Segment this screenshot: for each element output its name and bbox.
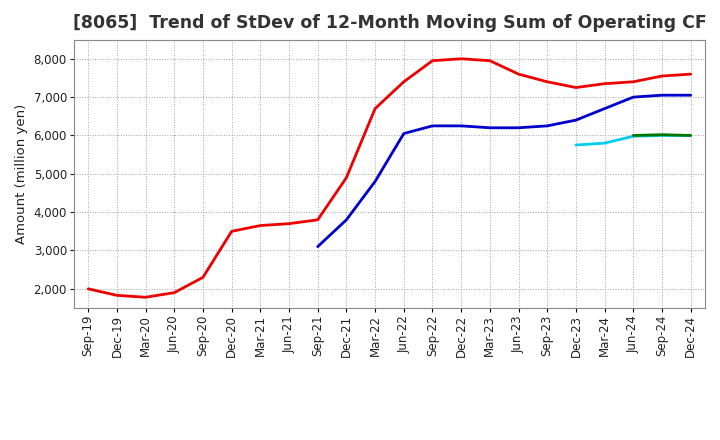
5 Years <box>313 244 322 249</box>
3 Years <box>543 79 552 84</box>
5 Years <box>514 125 523 130</box>
Line: 7 Years: 7 Years <box>576 136 690 145</box>
3 Years <box>84 286 93 291</box>
5 Years <box>657 92 666 98</box>
Line: 10 Years: 10 Years <box>634 135 690 136</box>
5 Years <box>572 117 580 123</box>
3 Years <box>313 217 322 223</box>
Title: [8065]  Trend of StDev of 12-Month Moving Sum of Operating CF: [8065] Trend of StDev of 12-Month Moving… <box>73 15 706 33</box>
3 Years <box>199 275 207 280</box>
3 Years <box>686 71 695 77</box>
3 Years <box>170 290 179 295</box>
5 Years <box>686 92 695 98</box>
3 Years <box>400 79 408 84</box>
3 Years <box>141 295 150 300</box>
5 Years <box>342 217 351 223</box>
3 Years <box>572 85 580 90</box>
5 Years <box>629 95 638 100</box>
3 Years <box>256 223 265 228</box>
7 Years <box>657 133 666 138</box>
3 Years <box>514 71 523 77</box>
7 Years <box>600 140 609 146</box>
5 Years <box>428 123 437 128</box>
5 Years <box>600 106 609 111</box>
7 Years <box>572 143 580 148</box>
10 Years <box>686 133 695 138</box>
3 Years <box>228 229 236 234</box>
3 Years <box>600 81 609 86</box>
7 Years <box>686 133 695 138</box>
Line: 5 Years: 5 Years <box>318 95 690 247</box>
3 Years <box>428 58 437 63</box>
3 Years <box>284 221 293 226</box>
10 Years <box>629 133 638 138</box>
3 Years <box>342 175 351 180</box>
5 Years <box>485 125 494 130</box>
3 Years <box>112 293 121 298</box>
10 Years <box>657 132 666 137</box>
5 Years <box>400 131 408 136</box>
3 Years <box>456 56 465 62</box>
3 Years <box>657 73 666 79</box>
7 Years <box>629 134 638 139</box>
5 Years <box>371 179 379 184</box>
3 Years <box>629 79 638 84</box>
3 Years <box>485 58 494 63</box>
Line: 3 Years: 3 Years <box>89 59 690 297</box>
5 Years <box>543 123 552 128</box>
Y-axis label: Amount (million yen): Amount (million yen) <box>15 104 28 244</box>
5 Years <box>456 123 465 128</box>
3 Years <box>371 106 379 111</box>
